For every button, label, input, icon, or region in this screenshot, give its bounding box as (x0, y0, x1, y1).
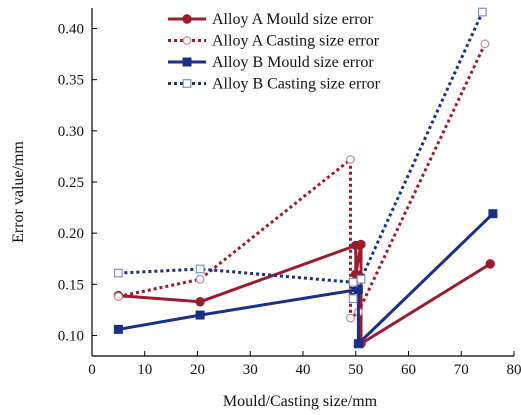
data-point (195, 264, 205, 274)
series-line (116, 242, 492, 346)
data-point (113, 324, 123, 334)
data-point (346, 155, 355, 164)
y-tick-label: 0.25 (58, 175, 84, 191)
legend-item: Alloy A Mould size error (168, 11, 374, 28)
y-axis-title: Error value/mm (10, 141, 27, 243)
x-tick-label: 80 (507, 362, 521, 378)
data-point (195, 297, 205, 307)
data-point (485, 259, 495, 269)
legend-label: Alloy A Mould size error (212, 11, 374, 28)
x-tick-label: 50 (348, 362, 363, 378)
data-point (356, 239, 366, 250)
y-tick-label: 0.20 (58, 226, 84, 242)
legend-marker (182, 57, 192, 67)
legend-item: Alloy B Casting size error (168, 76, 381, 93)
data-point (195, 274, 205, 284)
y-tick-label: 0.15 (58, 277, 84, 293)
legend-marker (182, 14, 192, 24)
y-ticks: 0.10 0.15 0.20 0.25 0.30 0.35 0.40 (58, 21, 97, 345)
series-1 (113, 239, 495, 349)
y-tick-label: 0.30 (58, 124, 84, 140)
x-tick-label: 10 (137, 362, 152, 378)
x-tick-label: 40 (296, 362, 311, 378)
legend-item: Alloy A Casting size error (168, 33, 380, 50)
data-point (477, 7, 487, 17)
series-layer (113, 7, 498, 349)
x-tick-label: 70 (454, 362, 469, 378)
y-tick-label: 0.35 (58, 73, 84, 89)
legend-marker (182, 79, 192, 88)
x-tick-label: 20 (190, 362, 205, 378)
data-point (488, 209, 498, 219)
data-point (353, 339, 363, 349)
series-4 (113, 7, 487, 304)
legend-label: Alloy A Casting size error (212, 33, 380, 50)
data-point (348, 294, 358, 304)
x-tick-label: 0 (88, 362, 96, 378)
data-point (195, 310, 205, 320)
x-axis-title: Mould/Casting size/mm (223, 393, 378, 410)
series-line (118, 43, 487, 320)
data-point (113, 268, 123, 278)
legend-label: Alloy B Mould size error (212, 54, 374, 71)
data-point (348, 277, 358, 287)
legend-label: Alloy B Casting size error (212, 76, 381, 93)
data-point (480, 39, 490, 49)
legend-item: Alloy B Mould size error (168, 54, 374, 71)
data-point (113, 292, 123, 302)
x-tick-label: 60 (401, 362, 416, 378)
x-ticks: 0 10 20 30 40 50 60 70 80 (88, 351, 521, 378)
y-tick-label: 0.10 (58, 329, 84, 345)
series-line (118, 11, 484, 301)
data-point (346, 313, 355, 323)
data-point (356, 274, 366, 284)
series-3 (113, 209, 498, 349)
y-tick-label: 0.40 (58, 21, 84, 37)
legend-marker (182, 36, 192, 45)
legend: Alloy A Mould size error Alloy A Casting … (168, 11, 381, 93)
x-tick-label: 30 (243, 362, 258, 378)
